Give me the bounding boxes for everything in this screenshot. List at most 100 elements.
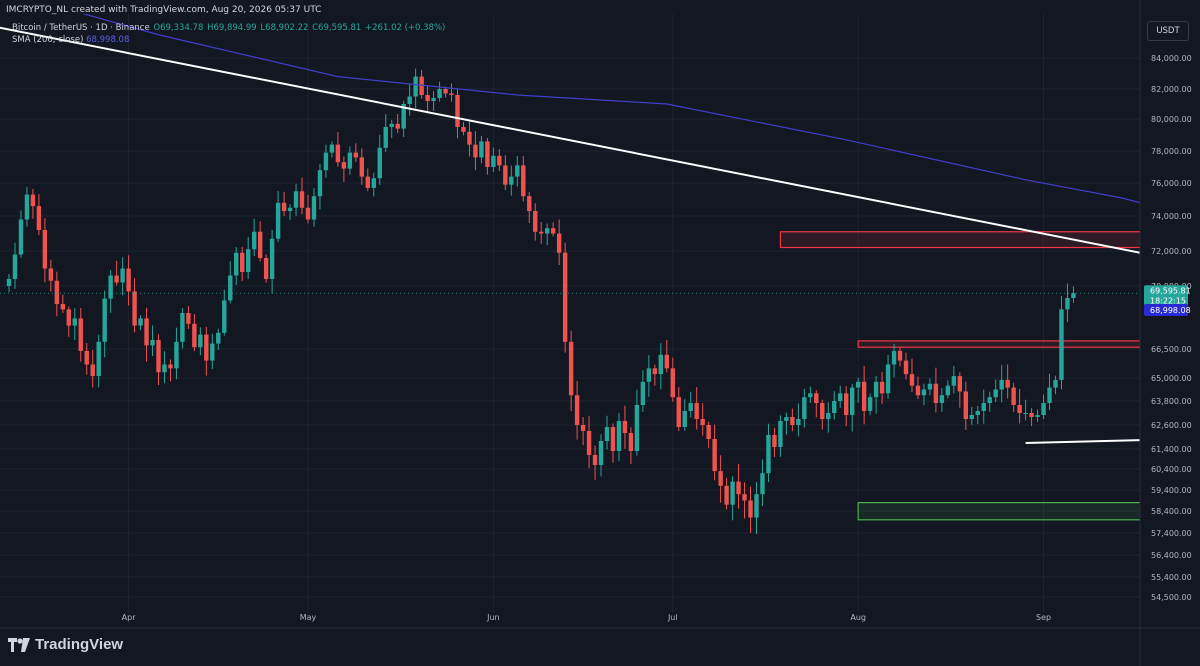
candle	[521, 156, 526, 202]
candle-body	[987, 397, 992, 403]
candle	[144, 307, 149, 362]
candle-body	[138, 318, 143, 326]
candle	[855, 377, 861, 403]
candle-body	[144, 318, 149, 346]
tradingview-logo: TradingView	[8, 636, 123, 653]
candle	[712, 424, 717, 481]
candle-body	[479, 141, 484, 158]
candle-body	[802, 397, 807, 419]
candle-body	[30, 194, 36, 207]
candle	[1053, 375, 1058, 395]
candle-body	[497, 155, 502, 166]
candle	[873, 376, 879, 414]
candle-body	[329, 144, 335, 153]
candle-body	[1053, 379, 1058, 388]
candle-body	[287, 207, 293, 212]
candle-body	[580, 425, 586, 431]
resistance-zone-0	[779, 231, 1140, 249]
candle-body	[1005, 379, 1010, 388]
price-tick-label: 72,000.00	[1151, 247, 1192, 256]
candle	[311, 188, 317, 227]
candle-body	[401, 104, 406, 129]
candle-body	[18, 219, 24, 255]
candle-body	[1035, 415, 1040, 417]
candle-body	[42, 230, 48, 269]
candle	[240, 246, 245, 281]
candle-body	[240, 252, 245, 272]
candle-body	[443, 89, 448, 94]
price-tick-label: 55,400.00	[1151, 573, 1192, 582]
candle-body	[640, 381, 646, 405]
candle-body	[156, 340, 161, 373]
candle	[951, 366, 957, 394]
candle	[778, 415, 783, 457]
candle-body	[132, 291, 137, 326]
candle	[299, 177, 305, 215]
candle-body	[586, 431, 592, 455]
candle-body	[963, 391, 968, 419]
candle	[138, 315, 143, 331]
currency-button[interactable]: USDT	[1147, 21, 1189, 41]
time-tick-label: Jul	[667, 613, 678, 622]
candle	[168, 359, 173, 382]
plot-area	[0, 14, 1140, 534]
candle	[66, 306, 71, 337]
candle	[622, 405, 628, 449]
candle	[455, 89, 460, 139]
price-axis: 84,000.00 82,000.00 80,000.00 78,000.00 76,0…	[1139, 0, 1192, 666]
sma-badge: 68,998.08	[1144, 304, 1191, 317]
candle	[634, 389, 640, 456]
candle	[84, 343, 89, 375]
candle	[108, 269, 113, 313]
open-value: O69,334.78	[153, 23, 204, 33]
candle-body	[820, 403, 825, 419]
candle-body	[96, 341, 101, 377]
candle	[246, 237, 251, 279]
candle-body	[861, 381, 867, 411]
candle	[198, 327, 203, 356]
candle	[425, 86, 430, 114]
symbol-label: Bitcoin / TetherUS · 1D · Binance	[12, 23, 150, 33]
candle	[1017, 388, 1022, 424]
candle	[78, 307, 83, 362]
candle	[305, 194, 311, 224]
candle	[808, 386, 813, 404]
candle	[574, 381, 580, 440]
candle	[945, 380, 951, 399]
candle-body	[592, 455, 598, 465]
candle	[909, 358, 915, 393]
candle	[1059, 296, 1064, 390]
candle	[371, 172, 376, 197]
time-tick-label: Jun	[486, 613, 500, 622]
candle	[598, 434, 604, 477]
author-line: IMCRYPTO_NL created with TradingView.com…	[6, 5, 322, 15]
price-tick-label: 84,000.00	[1151, 54, 1192, 63]
candle-body	[455, 95, 460, 127]
candle-body	[78, 318, 83, 351]
candle-body	[54, 280, 60, 304]
candle	[969, 406, 974, 425]
candle	[42, 218, 48, 283]
price-tick-label: 65,000.00	[1151, 374, 1192, 383]
candle-body	[999, 379, 1004, 390]
candle-body	[568, 341, 574, 396]
candle-body	[909, 374, 915, 386]
candle	[550, 222, 556, 237]
candle-body	[425, 95, 430, 101]
candle-body	[192, 323, 197, 348]
candle-body	[198, 334, 203, 348]
candle-body	[1047, 387, 1052, 403]
candle	[60, 294, 66, 313]
candle	[688, 391, 693, 418]
candle	[1005, 364, 1010, 399]
candle	[742, 482, 747, 519]
candle	[766, 423, 771, 483]
candle	[413, 68, 418, 109]
candle	[939, 387, 945, 412]
candle-body	[485, 141, 490, 167]
candle-body	[347, 152, 353, 169]
candle	[700, 403, 705, 436]
candle-body	[694, 403, 699, 419]
